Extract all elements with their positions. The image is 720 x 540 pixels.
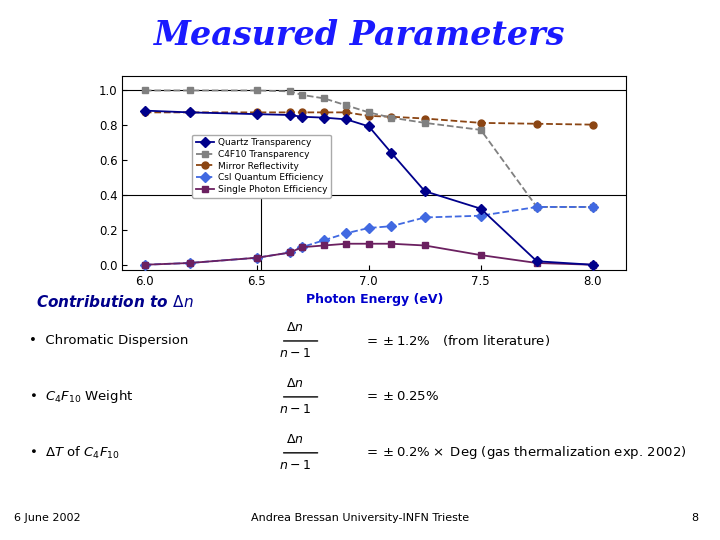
Text: $\Delta n$: $\Delta n$ (287, 434, 304, 447)
Text: $= \pm 1.2\%$   (from literature): $= \pm 1.2\%$ (from literature) (364, 334, 549, 348)
X-axis label: Photon Energy (eV): Photon Energy (eV) (306, 293, 443, 306)
Text: $\Delta n$: $\Delta n$ (287, 321, 304, 334)
Text: $n-1$: $n-1$ (279, 403, 311, 416)
Text: •  $\Delta T$ of $C_4F_{10}$: • $\Delta T$ of $C_4F_{10}$ (29, 445, 120, 461)
Text: $= \pm 0.25\%$: $= \pm 0.25\%$ (364, 390, 438, 403)
Text: •  Chromatic Dispersion: • Chromatic Dispersion (29, 334, 188, 347)
Text: 8: 8 (691, 514, 698, 523)
Text: $n-1$: $n-1$ (279, 460, 311, 472)
Text: •  $C_4F_{10}$ Weight: • $C_4F_{10}$ Weight (29, 388, 133, 406)
Text: $\Delta n$: $\Delta n$ (287, 377, 304, 390)
Text: Contribution to $\Delta n$: Contribution to $\Delta n$ (36, 294, 194, 310)
Text: Measured Parameters: Measured Parameters (154, 18, 566, 52)
Text: $n-1$: $n-1$ (279, 347, 311, 360)
Text: 6 June 2002: 6 June 2002 (14, 514, 81, 523)
Text: Andrea Bressan University-INFN Trieste: Andrea Bressan University-INFN Trieste (251, 514, 469, 523)
Text: $= \pm 0.2\% \times$ Deg (gas thermalization exp. 2002): $= \pm 0.2\% \times$ Deg (gas thermaliza… (364, 444, 686, 461)
Legend: Quartz Transparency, C4F10 Transparency, Mirror Reflectivity, CsI Quantum Effici: Quartz Transparency, C4F10 Transparency,… (192, 134, 330, 198)
